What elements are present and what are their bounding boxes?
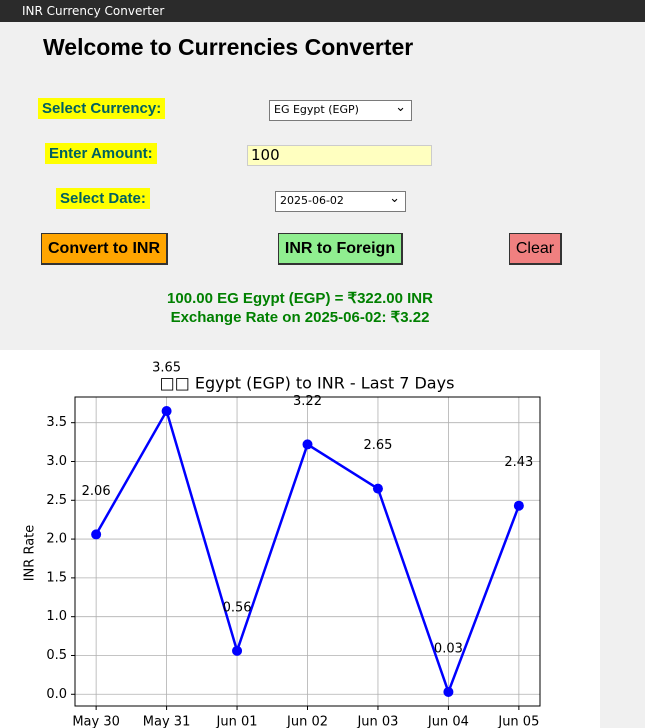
value-label: 2.43 — [504, 455, 533, 470]
y-tick-label: 1.0 — [46, 609, 67, 624]
result-text: 100.00 EG Egypt (EGP) = ₹322.00 INR — [167, 290, 433, 307]
reverse-button[interactable]: INR to Foreign — [278, 233, 403, 265]
date-select[interactable]: 2025-06-02 — [275, 191, 406, 212]
amount-label: Enter Amount: — [45, 143, 157, 164]
y-tick-label: 3.5 — [46, 415, 67, 430]
convert-button[interactable]: Convert to INR — [41, 233, 168, 265]
y-tick-label: 2.5 — [46, 493, 67, 508]
point — [232, 645, 243, 656]
x-tick-label: May 30 — [72, 715, 120, 728]
y-tick-label: 3.0 — [46, 454, 67, 469]
x-tick-label: Jun 01 — [216, 715, 258, 728]
x-tick-label: May 31 — [143, 715, 191, 728]
value-label: 0.03 — [434, 641, 463, 656]
rate-text: Exchange Rate on 2025-06-02: ₹3.22 — [170, 309, 430, 326]
value-label: 3.65 — [152, 361, 181, 376]
point — [513, 500, 524, 511]
y-tick-label: 1.5 — [46, 570, 67, 585]
x-tick-label: Jun 05 — [497, 715, 539, 728]
point — [443, 686, 454, 697]
value-label: 2.06 — [82, 484, 111, 499]
currency-label: Select Currency: — [38, 98, 166, 119]
chart: □□ Egypt (EGP) to INR - Last 7 Days INR … — [0, 350, 600, 728]
date-label: Select Date: — [56, 188, 150, 209]
amount-entry[interactable]: 100 — [247, 145, 432, 166]
value-label: 2.65 — [363, 438, 392, 453]
clear-button[interactable]: Clear — [509, 233, 562, 265]
y-axis-label: INR Rate — [23, 525, 38, 582]
heading: Welcome to Currencies Converter — [43, 34, 414, 60]
value-label: 3.22 — [293, 394, 322, 409]
point — [302, 439, 313, 450]
point — [91, 529, 102, 540]
x-tick-label: Jun 04 — [427, 715, 469, 728]
point — [372, 483, 383, 494]
point — [161, 406, 172, 417]
value-label: 0.56 — [223, 600, 252, 615]
currency-select[interactable]: EG Egypt (EGP) — [269, 100, 412, 121]
x-tick-label: Jun 02 — [286, 715, 328, 728]
y-tick-label: 0.0 — [46, 687, 67, 702]
plot-frame — [74, 396, 541, 707]
window-title: INR Currency Converter — [0, 0, 645, 22]
chart-title: □□ Egypt (EGP) to INR - Last 7 Days — [160, 374, 455, 393]
y-tick-label: 0.5 — [46, 648, 67, 663]
y-tick-label: 2.0 — [46, 532, 67, 547]
x-tick-label: Jun 03 — [356, 715, 398, 728]
